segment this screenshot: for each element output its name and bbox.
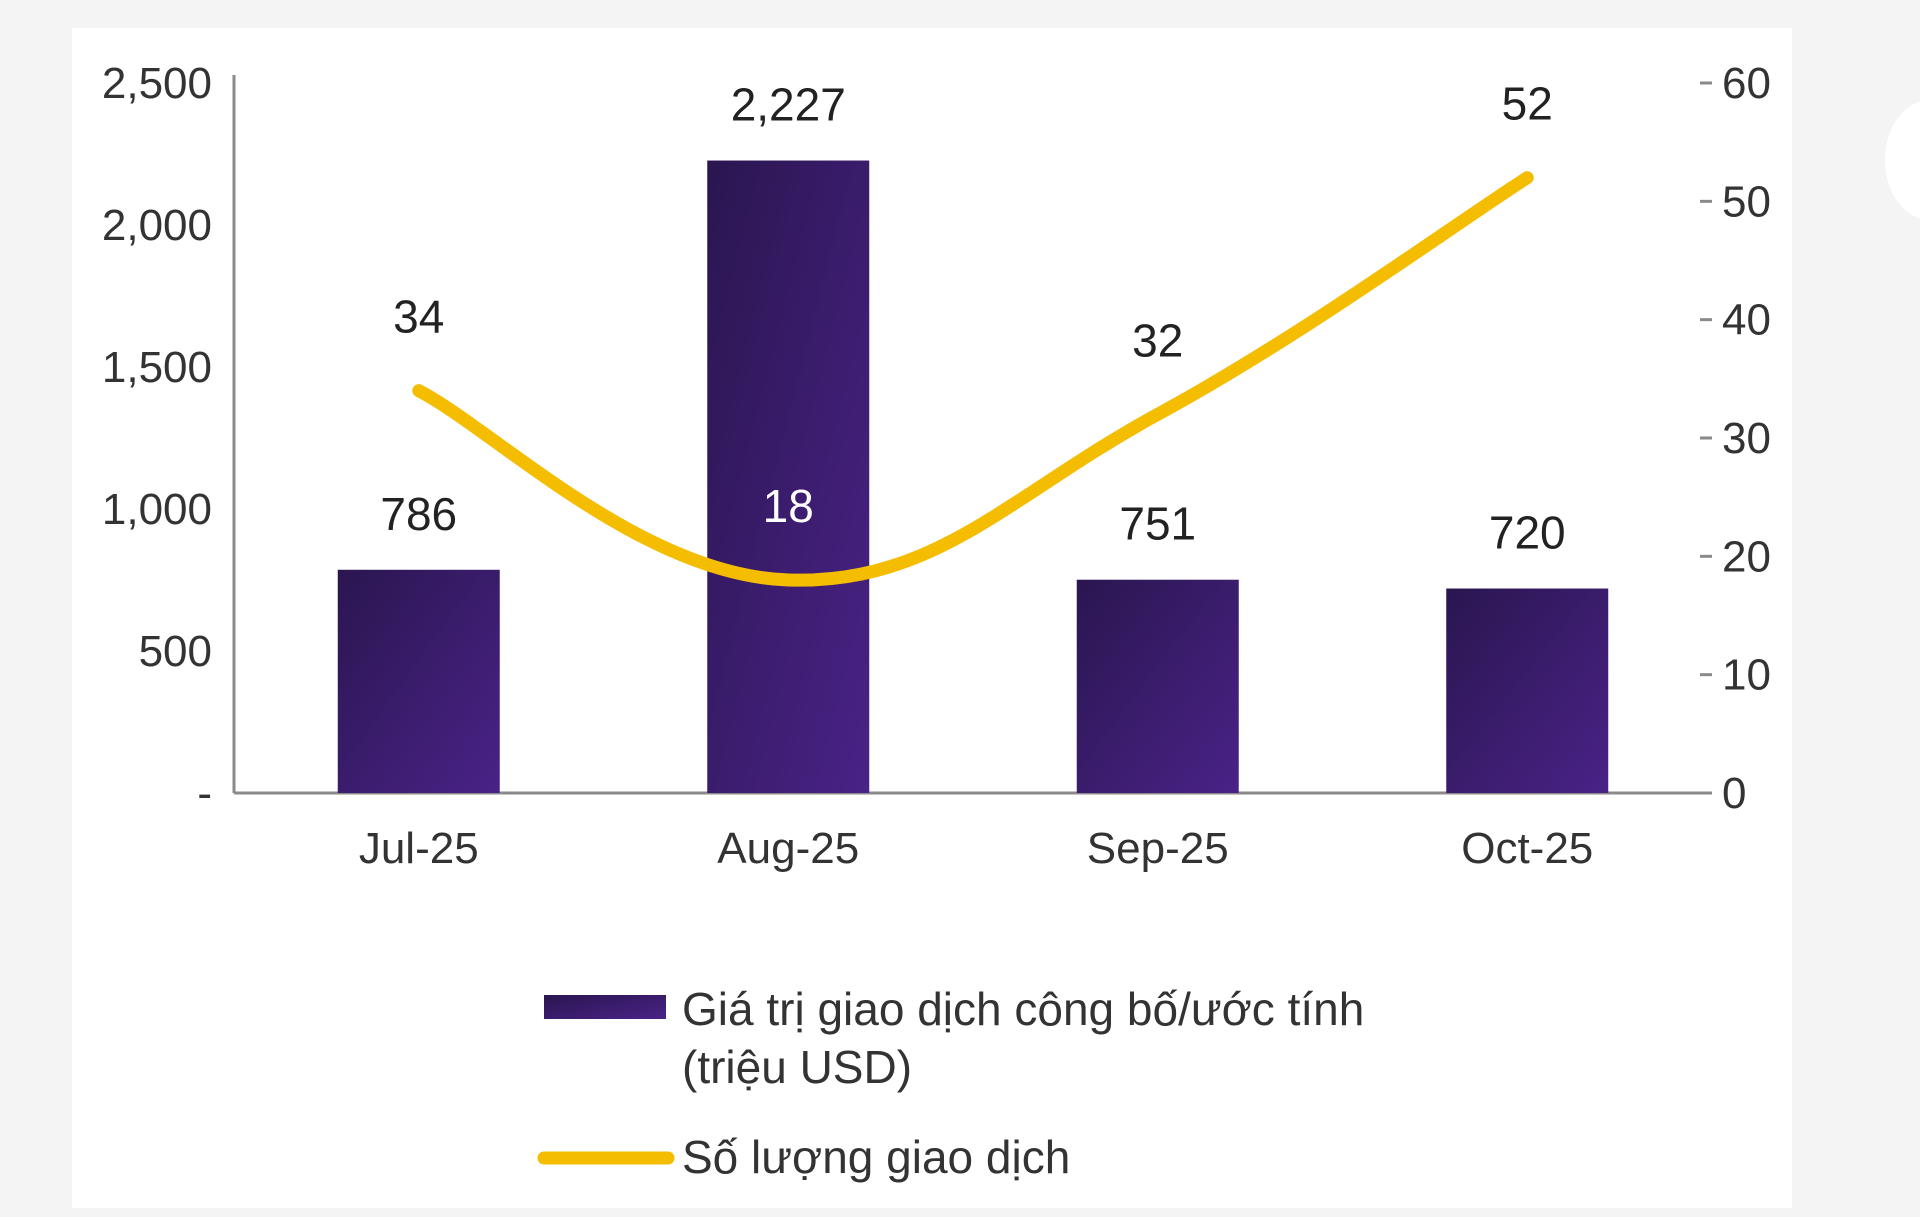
bar xyxy=(707,160,870,794)
bar-value-label: 720 xyxy=(1489,507,1566,559)
x-tick-label: Sep-25 xyxy=(1087,824,1229,873)
bar-value-label: 786 xyxy=(380,488,457,540)
right-tick-label: 60 xyxy=(1722,59,1771,108)
legend-bar-swatch xyxy=(544,995,666,1019)
legend-bar-text-line-1: Giá trị giao dịch công bố/ước tính xyxy=(682,983,1364,1035)
right-tick-label: 50 xyxy=(1722,177,1771,226)
bar xyxy=(1076,579,1239,793)
bar xyxy=(1446,588,1609,793)
legend: Giá trị giao dịch công bố/ước tính (triệu… xyxy=(537,983,1364,1183)
right-tick-label: 40 xyxy=(1722,296,1771,345)
line-value-label: 52 xyxy=(1502,78,1553,130)
right-tick-label: 10 xyxy=(1722,651,1771,700)
bar-value-label: 751 xyxy=(1119,498,1196,550)
bar-value-label: 2,227 xyxy=(731,79,846,131)
line-value-label: 34 xyxy=(393,291,444,343)
chart-container: - 500 1,000 1,500 2,000 2,500 0 10 20 30 40 50 60 Jul… xyxy=(72,28,1792,1208)
left-tick-label: 1,000 xyxy=(102,485,212,534)
line-series xyxy=(412,171,1534,587)
legend-bar-text-line-2: (triệu USD) xyxy=(682,1041,912,1093)
left-tick-label: 1,500 xyxy=(102,343,212,392)
x-tick-label: Aug-25 xyxy=(717,824,859,873)
bar xyxy=(337,569,500,793)
bar-series xyxy=(337,160,1609,794)
combo-chart: - 500 1,000 1,500 2,000 2,500 0 10 20 30 40 50 60 Jul… xyxy=(102,59,1771,1183)
data-labels: 786 2,227 751 720 34 18 32 52 xyxy=(380,78,1565,559)
side-decoration xyxy=(1885,100,1920,220)
x-tick-label: Oct-25 xyxy=(1461,824,1593,873)
line-value-label: 32 xyxy=(1132,314,1183,366)
right-tick-label: 30 xyxy=(1722,414,1771,463)
right-tick-label: 20 xyxy=(1722,532,1771,581)
x-tick-label: Jul-25 xyxy=(359,824,479,873)
left-tick-label: 2,000 xyxy=(102,201,212,250)
left-tick-label: 2,500 xyxy=(102,59,212,108)
left-tick-label: 500 xyxy=(139,627,212,676)
line-path xyxy=(412,171,1534,587)
right-tick-label: 0 xyxy=(1722,769,1746,818)
axes: - 500 1,000 1,500 2,000 2,500 0 10 20 30 40 50 60 Jul… xyxy=(102,59,1771,873)
left-tick-label: - xyxy=(197,769,212,818)
legend-line-text: Số lượng giao dịch xyxy=(682,1131,1070,1183)
line-value-label: 18 xyxy=(763,480,814,532)
